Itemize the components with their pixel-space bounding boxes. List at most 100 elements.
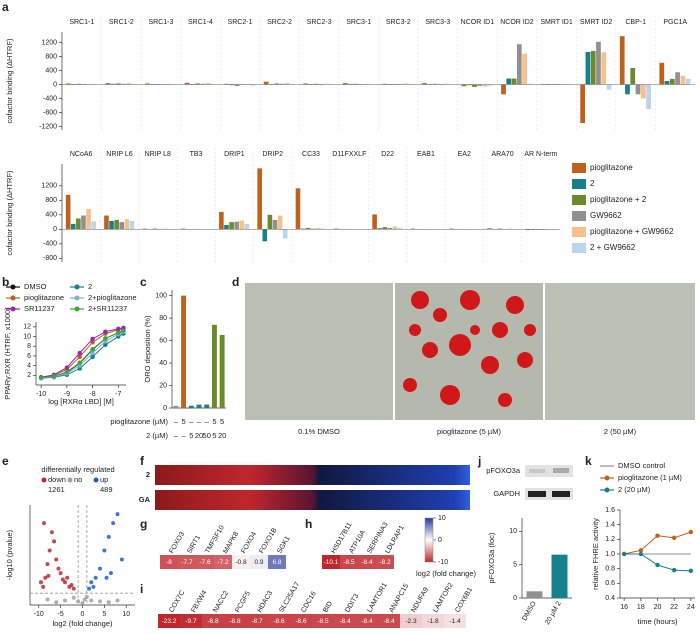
colorbar <box>424 517 434 563</box>
category-label: SRC1-2 <box>109 19 134 26</box>
y-tick-label: 0 <box>53 226 57 233</box>
point <box>115 512 120 517</box>
heat-cell <box>158 614 180 628</box>
bar <box>646 84 651 109</box>
bar <box>124 219 130 230</box>
cell-value: -8.4 <box>383 618 395 625</box>
x-tick-label: -10 <box>34 611 44 618</box>
point <box>42 521 46 526</box>
point <box>41 584 46 589</box>
bar <box>166 83 171 85</box>
blot-band <box>529 469 545 473</box>
cell-value: -2.3 <box>405 618 417 625</box>
point <box>63 598 67 603</box>
bar <box>244 223 250 230</box>
bar <box>506 78 512 85</box>
bar <box>219 334 225 408</box>
category-label: NRIP L8 <box>145 151 171 158</box>
heat-cell <box>196 555 214 569</box>
point <box>671 535 677 541</box>
bar <box>188 405 194 408</box>
y-tick-label: 0 <box>163 405 167 412</box>
panel-label: e <box>2 454 9 468</box>
x-tick-label: -7 <box>115 391 121 398</box>
bar <box>630 68 636 85</box>
bar <box>274 83 280 85</box>
category-label: PGC1A <box>663 19 687 26</box>
bar <box>527 83 533 85</box>
point <box>106 600 111 605</box>
cell-value: -8.6 <box>273 618 285 625</box>
gene-label: COX6B1 <box>454 586 474 614</box>
table-cell: 20 <box>195 431 203 440</box>
point <box>103 336 108 341</box>
heat-cell <box>214 555 232 569</box>
heat-cell <box>340 555 358 569</box>
point <box>63 580 67 585</box>
bar <box>501 84 506 95</box>
bar <box>126 83 132 85</box>
legend-swatch <box>572 163 586 173</box>
cell-value: -9.7 <box>185 618 197 625</box>
legend-marker <box>74 284 80 290</box>
panel-label: b <box>2 275 9 289</box>
bar <box>105 83 111 85</box>
bar <box>162 228 168 230</box>
table-cell: – <box>189 417 194 426</box>
panel-label: h <box>305 517 312 531</box>
point <box>111 521 116 526</box>
y-tick-label: 1.6 <box>605 507 615 514</box>
table-cell: 50 <box>203 431 211 440</box>
legend-label: down <box>48 475 66 484</box>
colorbar-tick-label: 0 <box>438 537 442 544</box>
row-label: 2 <box>146 470 150 479</box>
point <box>64 369 70 375</box>
bar <box>324 83 330 85</box>
y-tick-label: 8 <box>27 343 31 350</box>
category-label: SRC2-1 <box>228 19 253 26</box>
legend-label: no <box>74 475 82 484</box>
legend-label: SR11237 <box>24 304 55 313</box>
legend-marker <box>67 477 73 483</box>
bar <box>507 228 513 230</box>
table-cell: 5 <box>212 431 216 440</box>
bar <box>635 84 641 95</box>
heatmap-row <box>155 465 470 485</box>
x-axis-label: log [RXRα LBD] [M] <box>48 397 114 406</box>
legend-count: 1261 <box>48 485 65 494</box>
y-tick-label: 100 <box>155 292 167 299</box>
point <box>90 350 95 356</box>
point <box>45 597 50 602</box>
cell-value: -8.4 <box>361 559 373 566</box>
y-axis-label: ORO deposition (%) <box>143 315 152 383</box>
point <box>65 575 70 580</box>
bar <box>224 224 229 230</box>
gene-label: FOXO4 <box>240 531 258 555</box>
y-tick-label: 0.6 <box>605 580 615 587</box>
bar <box>472 84 477 87</box>
bar <box>184 82 190 85</box>
colorbar-tick-label: -10 <box>438 559 448 566</box>
gene-label: FOXO3 <box>168 531 186 555</box>
bar <box>410 228 416 230</box>
point <box>54 557 59 562</box>
panel-label: g <box>140 517 147 531</box>
x-axis-label: log2 (fold change) <box>52 619 113 628</box>
blot-band <box>552 491 570 497</box>
category-label: EA2 <box>458 151 471 158</box>
cell-value: 6.8 <box>272 559 281 566</box>
y-tick-label: 10 <box>509 528 517 535</box>
bar <box>121 83 127 85</box>
point <box>116 330 121 335</box>
legend-swatch <box>572 195 586 205</box>
bar <box>239 220 245 230</box>
category-label: DRIP1 <box>224 151 245 158</box>
legend-label: pioglitazone <box>590 163 633 172</box>
bar <box>526 591 543 598</box>
cell-value: -7.2 <box>217 559 229 566</box>
gene-label: ANAPC15 <box>388 583 410 614</box>
series-line <box>41 330 124 379</box>
bar <box>200 83 206 85</box>
micrographs <box>245 283 695 420</box>
